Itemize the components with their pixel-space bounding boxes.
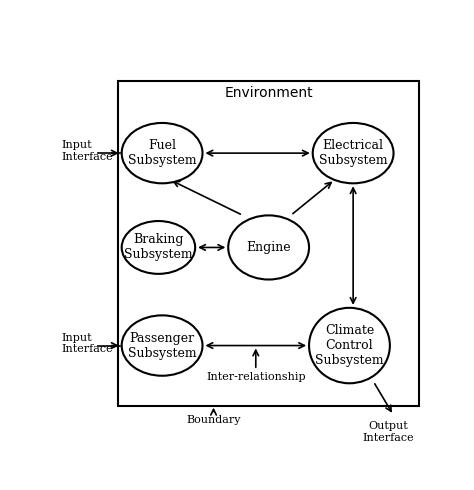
Ellipse shape xyxy=(122,123,202,183)
Ellipse shape xyxy=(228,216,309,279)
Bar xyxy=(118,81,419,406)
Ellipse shape xyxy=(122,316,202,376)
Ellipse shape xyxy=(313,123,393,183)
Text: Climate
Control
Subsystem: Climate Control Subsystem xyxy=(315,324,384,367)
Text: Inter-relationship: Inter-relationship xyxy=(206,372,306,382)
Text: Input
Interface: Input Interface xyxy=(61,333,113,354)
Ellipse shape xyxy=(309,308,390,383)
Text: Engine: Engine xyxy=(246,241,291,254)
Text: Fuel
Subsystem: Fuel Subsystem xyxy=(128,139,196,167)
Text: Boundary: Boundary xyxy=(186,416,241,425)
Ellipse shape xyxy=(122,221,195,274)
Text: Input
Interface: Input Interface xyxy=(61,141,113,162)
Text: Environment: Environment xyxy=(224,86,313,100)
Text: Output
Interface: Output Interface xyxy=(362,421,414,442)
Text: Passenger
Subsystem: Passenger Subsystem xyxy=(128,332,196,360)
Text: Braking
Subsystem: Braking Subsystem xyxy=(124,233,193,262)
Text: Electrical
Subsystem: Electrical Subsystem xyxy=(319,139,387,167)
